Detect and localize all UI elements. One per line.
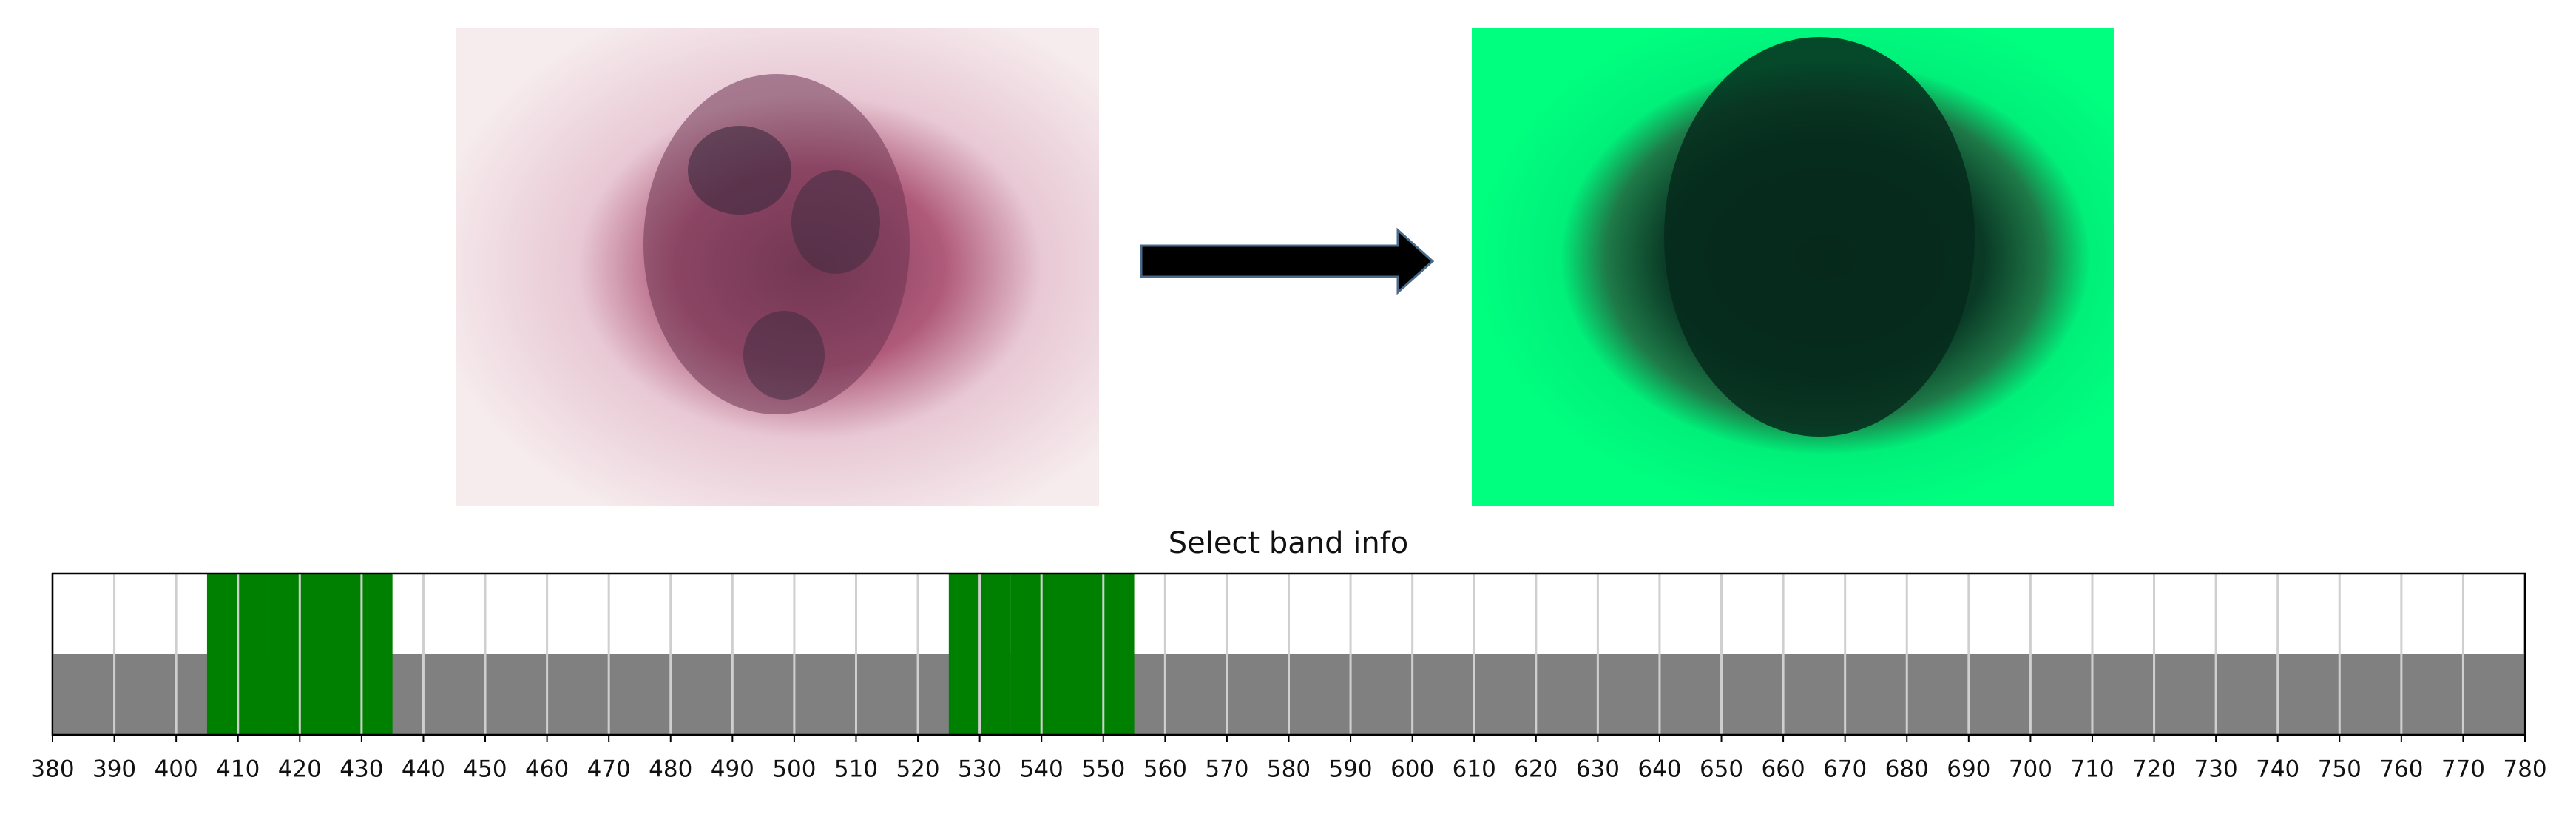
bar [1783,654,1845,735]
bar [53,654,115,735]
x-tick-label: 670 [1823,756,1867,783]
x-tick-label: 450 [463,756,507,783]
plot-area: 380 390 400 410 420 430 440 450 460 470 480 490 500 5… [30,574,2547,783]
x-tick-label: 690 [1947,756,1990,783]
bar [1226,654,1289,735]
x-tick-label: 720 [2132,756,2176,783]
bar [1968,654,2031,735]
chart-title: Select band info [1169,526,1409,560]
bar [485,654,547,735]
bar [547,654,609,735]
x-tick-label: 650 [1700,756,1743,783]
x-tick-label: 590 [1328,756,1372,783]
x-tick-label: 640 [1637,756,1681,783]
bar [2092,654,2154,735]
arrow [1140,227,1435,295]
x-tick-label: 740 [2256,756,2299,783]
x-tick-label: 460 [525,756,569,783]
bar [1535,654,1598,735]
x-tick-label: 730 [2194,756,2238,783]
x-tick-label: 540 [1020,756,1064,783]
bar [2154,654,2217,735]
x-tick-label: 480 [649,756,692,783]
output-image [1472,28,2114,506]
x-tick-label: 420 [278,756,322,783]
x-tick-label: 390 [92,756,136,783]
bar [1845,654,1907,735]
x-tick-label: 520 [896,756,939,783]
bar [1659,654,1722,735]
bar [794,654,856,735]
x-tick-label: 430 [339,756,383,783]
bar [2463,654,2525,735]
bar [609,654,671,735]
x-tick-label: 660 [1762,756,1805,783]
x-tick-label: 490 [711,756,754,783]
x-tick-label: 510 [834,756,878,783]
x-tick-label: 780 [2503,756,2546,783]
x-tick-label: 600 [1390,756,1434,783]
x-tick-label: 380 [30,756,74,783]
x-tick-label: 700 [2009,756,2052,783]
x-tick-label: 620 [1514,756,1558,783]
bar [732,654,794,735]
x-tick-label: 550 [1081,756,1125,783]
bar [1598,654,1660,735]
bar [114,654,177,735]
x-tick-label: 580 [1267,756,1311,783]
bar [856,654,919,735]
x-tick-label: 680 [1885,756,1929,783]
x-tick-label: 440 [402,756,445,783]
bar [2339,654,2401,735]
input-image [456,28,1099,506]
bar [1350,654,1413,735]
bar [2401,654,2464,735]
x-tick-label: 410 [216,756,260,783]
bar [1721,654,1784,735]
x-tick-label: 610 [1453,756,1496,783]
plot-frame [51,572,2526,736]
bar [1288,654,1351,735]
x-tick-label: 630 [1576,756,1620,783]
bar [423,654,486,735]
bar [1412,654,1475,735]
x-tick-label: 560 [1143,756,1187,783]
bar [2277,654,2340,735]
bar [2030,654,2092,735]
x-tick-label: 770 [2441,756,2485,783]
x-tick-label: 570 [1205,756,1248,783]
x-tick-label: 470 [587,756,631,783]
bar [1165,654,1227,735]
x-tick-label: 500 [772,756,816,783]
bar [1474,654,1536,735]
x-tick-label: 750 [2318,756,2362,783]
x-tick-label: 760 [2379,756,2423,783]
bar [1907,654,1969,735]
bar [670,654,733,735]
x-tick-label: 710 [2070,756,2114,783]
x-tick-label: 530 [958,756,1001,783]
x-tick-label: 400 [155,756,198,783]
bar [2216,654,2278,735]
